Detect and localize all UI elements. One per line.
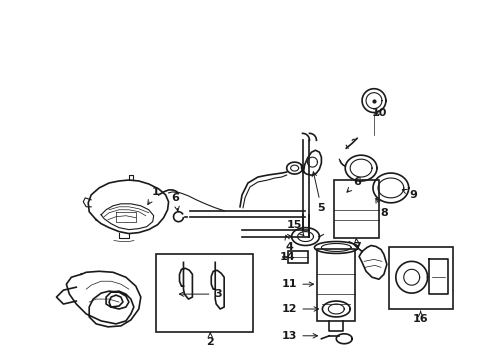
Bar xyxy=(388,247,452,309)
Text: 15: 15 xyxy=(286,220,303,236)
Text: 10: 10 xyxy=(370,108,386,117)
Text: 4: 4 xyxy=(285,235,293,252)
Text: 9: 9 xyxy=(402,189,417,200)
Bar xyxy=(334,180,378,238)
Text: 3: 3 xyxy=(179,289,222,299)
Bar xyxy=(287,251,307,264)
Text: 11: 11 xyxy=(281,279,313,289)
Text: 16: 16 xyxy=(412,311,427,324)
Text: 5: 5 xyxy=(311,172,325,213)
Text: 1: 1 xyxy=(147,187,159,204)
Bar xyxy=(317,249,354,321)
Text: 14: 14 xyxy=(279,252,295,262)
Text: 6: 6 xyxy=(171,193,179,211)
Text: 8: 8 xyxy=(375,198,387,218)
Text: 13: 13 xyxy=(282,331,317,341)
Text: 7: 7 xyxy=(352,239,360,252)
Text: 12: 12 xyxy=(281,304,318,314)
Bar xyxy=(155,255,252,332)
Text: 2: 2 xyxy=(206,333,214,347)
Text: 6: 6 xyxy=(346,177,360,192)
